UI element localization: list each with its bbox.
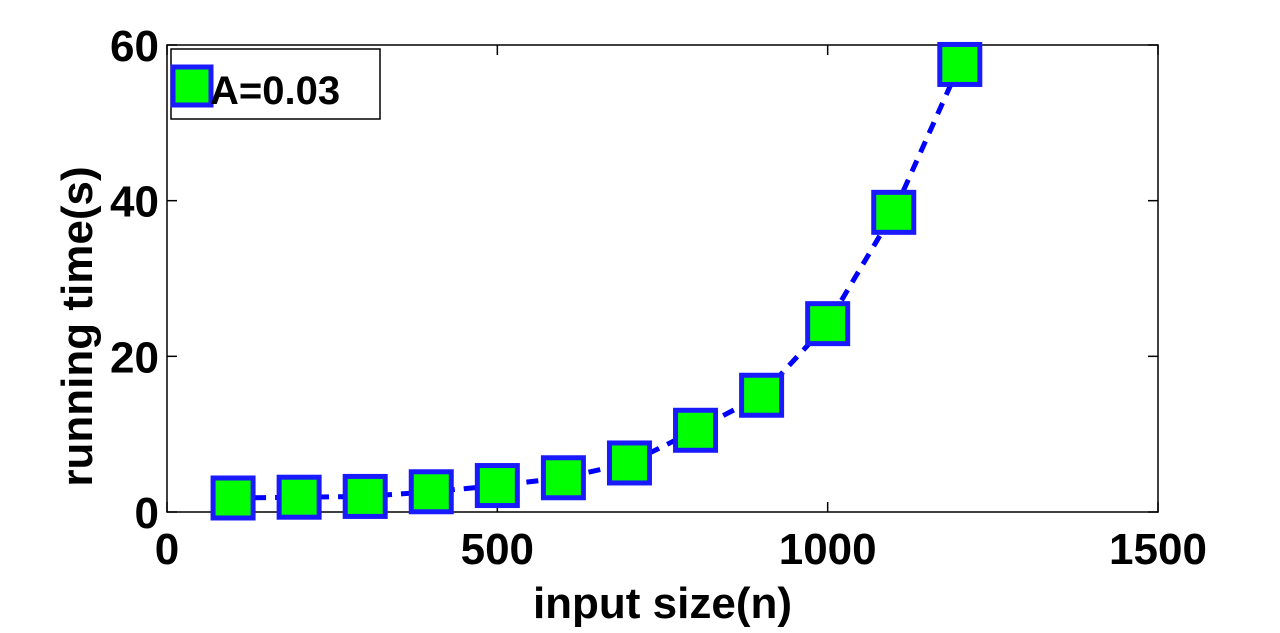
data-point-marker (871, 189, 917, 235)
y-tick-label: 60 (110, 22, 159, 71)
y-tick-label: 20 (110, 333, 159, 382)
x-tick-label: 0 (155, 525, 179, 574)
data-point-marker (408, 469, 454, 515)
axis-ticks (166, 44, 1159, 513)
x-tick-label: 1000 (779, 525, 877, 574)
legend-label: A=0.03 (210, 69, 340, 113)
x-axis-title: input size(n) (533, 579, 792, 628)
series-line-a003 (233, 63, 963, 501)
legend: A=0.03 (170, 48, 381, 120)
y-tick-label: 0 (135, 489, 159, 538)
data-point-marker (540, 455, 586, 501)
data-point-marker (474, 463, 520, 509)
y-axis-title: running time(s) (53, 166, 102, 486)
x-tick-label: 500 (461, 525, 534, 574)
y-tick-label: 40 (110, 178, 159, 227)
data-point-marker (276, 474, 322, 520)
legend-marker-square (170, 64, 214, 108)
data-point-marker (342, 473, 388, 519)
plot-area-frame (166, 44, 1159, 513)
data-point-marker (673, 407, 719, 453)
axis-tick-labels: 0 500 1000 1500 0 20 40 60 (110, 22, 1207, 574)
data-point-marker (739, 372, 785, 418)
data-point-marker (606, 440, 652, 486)
data-point-marker (937, 41, 983, 87)
x-tick-label: 1500 (1109, 525, 1207, 574)
series-markers (210, 41, 983, 521)
data-point-marker (805, 301, 851, 347)
data-point-marker (210, 475, 256, 521)
